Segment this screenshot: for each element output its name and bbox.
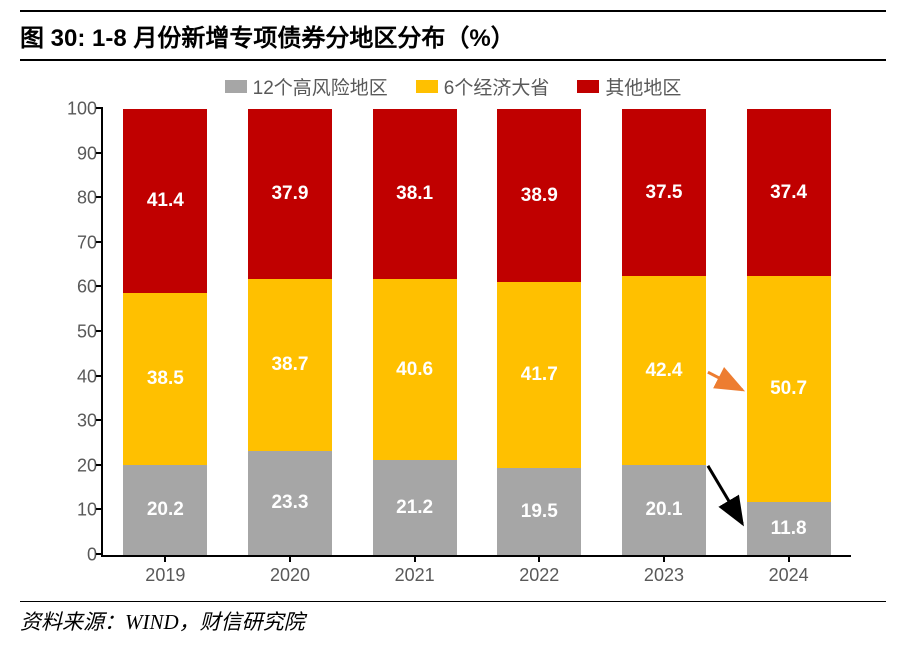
bar-value-label: 38.7 (271, 354, 308, 376)
y-tick-label: 80 (57, 188, 97, 209)
legend-label: 其他地区 (605, 73, 681, 100)
figure-title: 图 30: 1-8 月份新增专项债券分地区分布（%） (20, 10, 886, 61)
bar-segment: 21.2 (373, 460, 457, 555)
bar-segment: 37.5 (622, 109, 706, 276)
bar-segment: 41.7 (497, 282, 581, 468)
bar-column: 19.541.738.92022 (497, 109, 581, 555)
legend-swatch (225, 80, 247, 93)
bar-segment: 38.9 (497, 109, 581, 282)
bar-segment: 40.6 (373, 279, 457, 460)
bar-value-label: 38.5 (147, 368, 184, 390)
bar-value-label: 37.4 (770, 182, 807, 204)
bar-segment: 42.4 (622, 276, 706, 465)
y-tick-label: 70 (57, 232, 97, 253)
plot-area: 20.238.541.4201923.338.737.9202021.240.6… (101, 109, 851, 557)
bar-value-label: 21.2 (396, 497, 433, 519)
y-tick-mark (96, 419, 103, 421)
bar-segment: 38.7 (248, 279, 332, 452)
y-tick-label: 10 (57, 500, 97, 521)
x-tick-mark (289, 555, 291, 562)
bar-value-label: 42.4 (645, 360, 682, 382)
bar-segment: 23.3 (248, 451, 332, 555)
y-tick-mark (96, 285, 103, 287)
bar-value-label: 11.8 (771, 518, 807, 540)
bar-value-label: 50.7 (770, 378, 807, 400)
y-tick-mark (96, 508, 103, 510)
y-tick-label: 50 (57, 322, 97, 343)
y-tick-mark (96, 553, 103, 555)
bar-segment: 37.9 (248, 109, 332, 278)
legend-swatch (416, 80, 438, 93)
x-tick-label: 2023 (644, 565, 684, 586)
y-tick-mark (96, 464, 103, 466)
legend-label: 12个高风险地区 (253, 73, 388, 100)
bar-segment: 50.7 (747, 276, 831, 502)
bar-segment: 20.2 (123, 465, 207, 555)
bar-segment: 19.5 (497, 468, 581, 555)
y-tick-mark (96, 107, 103, 109)
chart-container: 12个高风险地区 6个经济大省 其他地区 20.2 38.5 41.4 2019 23.3 3… (43, 67, 863, 597)
x-tick-mark (663, 555, 665, 562)
bar-value-label: 41.4 (147, 190, 184, 212)
x-tick-label: 2022 (519, 565, 559, 586)
x-tick-label: 2019 (145, 565, 185, 586)
legend-label: 6个经济大省 (444, 73, 550, 100)
y-tick-mark (96, 196, 103, 198)
bar-value-label: 40.6 (396, 359, 433, 381)
x-tick-mark (414, 555, 416, 562)
legend-item: 12个高风险地区 (225, 73, 388, 100)
bar-segment: 38.5 (123, 293, 207, 465)
bar-value-label: 20.2 (147, 499, 184, 521)
legend: 12个高风险地区 6个经济大省 其他地区 (43, 73, 863, 100)
bar-value-label: 37.5 (645, 182, 682, 204)
y-tick-label: 100 (57, 99, 97, 120)
x-tick-mark (164, 555, 166, 562)
bar-column: 23.338.737.92020 (248, 109, 332, 555)
y-tick-mark (96, 375, 103, 377)
legend-swatch (577, 80, 599, 93)
y-tick-label: 0 (57, 545, 97, 566)
bar-value-label: 37.9 (271, 183, 308, 205)
bar-segment: 38.1 (373, 109, 457, 279)
figure-source: 资料来源：WIND，财信研究院 (20, 601, 886, 636)
bar-column: 21.240.638.12021 (373, 109, 457, 555)
y-tick-label: 60 (57, 277, 97, 298)
bar-column: 20.142.437.52023 (622, 109, 706, 555)
x-tick-mark (538, 555, 540, 562)
y-tick-mark (96, 152, 103, 154)
bar-value-label: 23.3 (271, 492, 308, 514)
x-tick-label: 2021 (395, 565, 435, 586)
bar-column: 11.850.737.42024 (747, 109, 831, 555)
legend-item: 其他地区 (577, 73, 681, 100)
y-tick-label: 90 (57, 143, 97, 164)
bar-segment: 11.8 (747, 502, 831, 555)
y-tick-mark (96, 330, 103, 332)
x-tick-label: 2020 (270, 565, 310, 586)
bar-segment: 20.1 (622, 465, 706, 555)
bar-value-label: 41.7 (521, 364, 558, 386)
bar-value-label: 38.1 (396, 183, 433, 205)
bar-segment: 41.4 (123, 109, 207, 293)
bar-segment: 37.4 (747, 109, 831, 276)
bars-row: 20.238.541.4201923.338.737.9202021.240.6… (103, 109, 851, 555)
y-tick-label: 20 (57, 455, 97, 476)
y-tick-mark (96, 241, 103, 243)
x-tick-label: 2024 (769, 565, 809, 586)
x-tick-mark (788, 555, 790, 562)
y-tick-label: 30 (57, 411, 97, 432)
bar-value-label: 20.1 (645, 499, 682, 521)
bar-column: 20.238.541.42019 (123, 109, 207, 555)
legend-item: 6个经济大省 (416, 73, 550, 100)
y-tick-label: 40 (57, 366, 97, 387)
bar-value-label: 19.5 (521, 501, 558, 523)
bar-value-label: 38.9 (521, 185, 558, 207)
